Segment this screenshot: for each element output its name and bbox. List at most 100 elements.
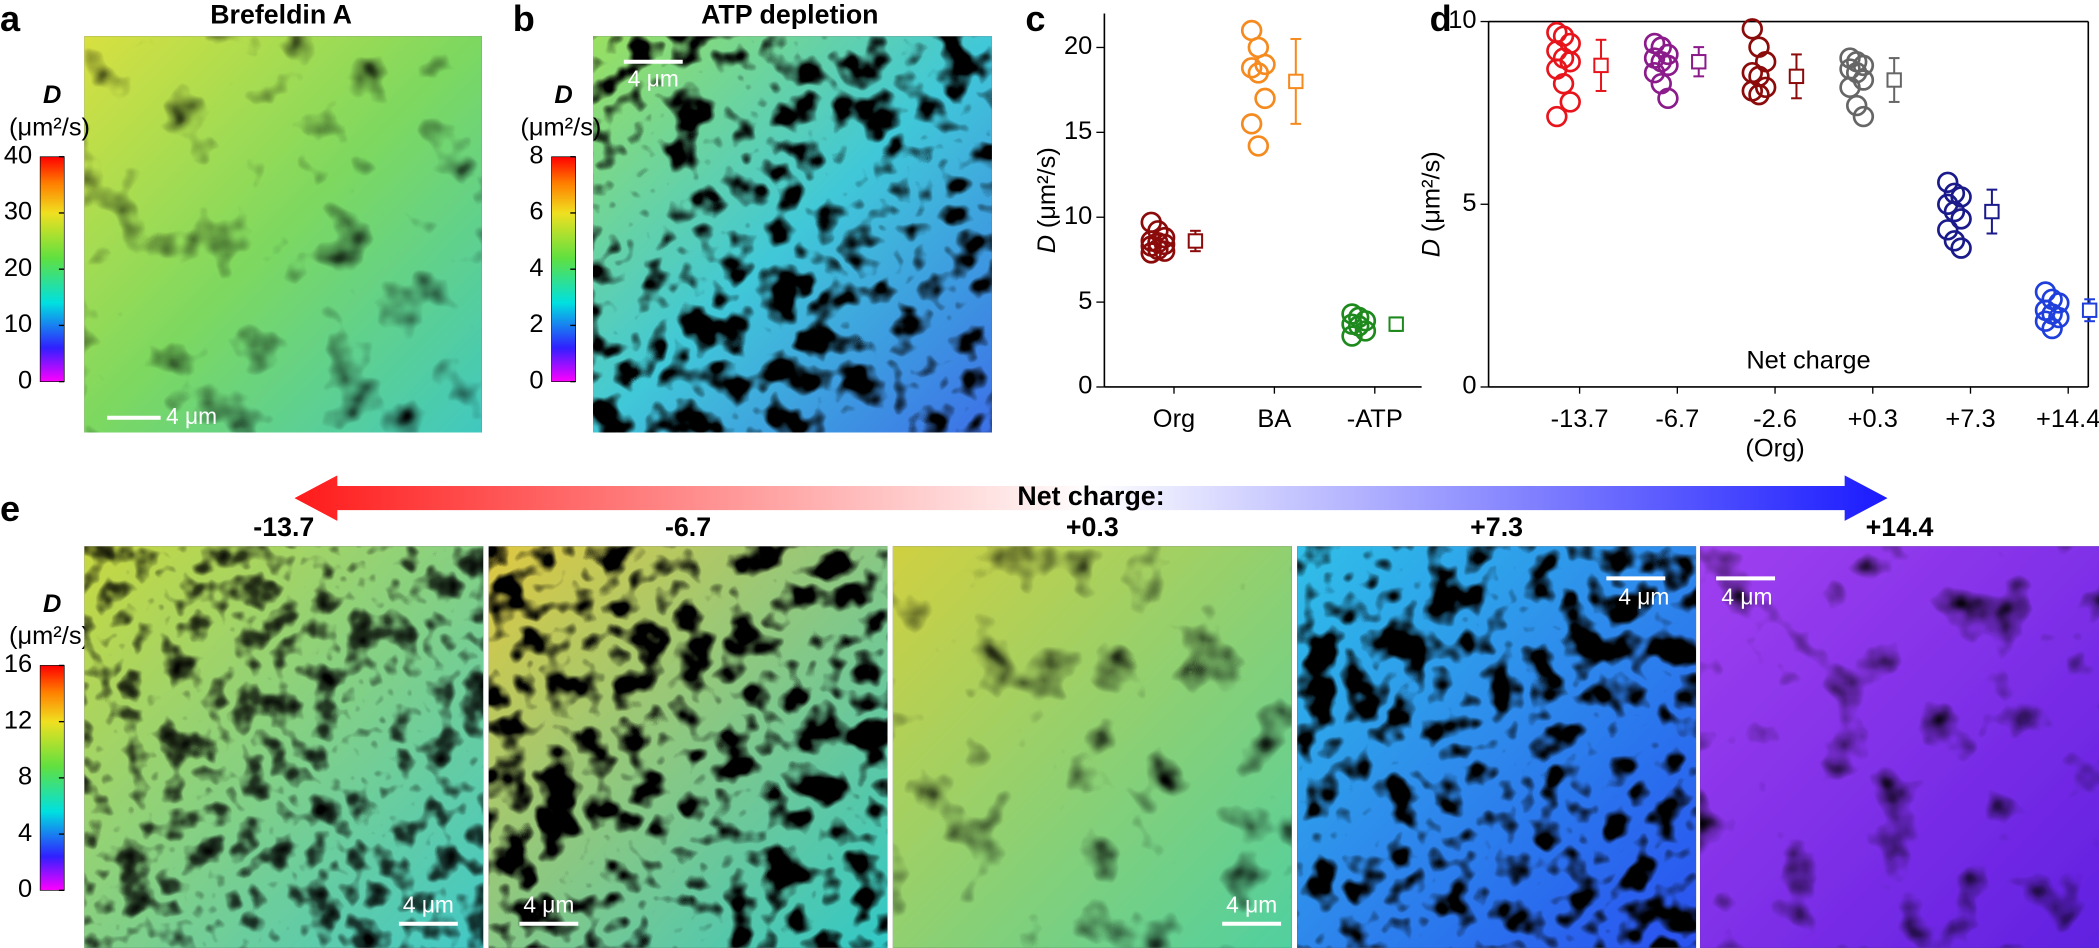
panel-letter: c: [1025, 0, 1045, 39]
scale-bar-label: 4 μm: [1226, 891, 1277, 917]
panel-letter: b: [513, 0, 535, 39]
x-tick-label: Org: [1153, 405, 1195, 433]
x-tick-label: +14.4: [2036, 405, 2099, 433]
mean-marker: [1288, 73, 1304, 90]
x-axis-label: Net charge: [1746, 346, 1870, 374]
micrograph: [84, 546, 484, 948]
y-label-symbol: D: [1417, 239, 1445, 257]
charge-arrow: [294, 475, 1888, 521]
panel-letter: a: [0, 0, 21, 39]
data-point: [1839, 76, 1861, 99]
data-point: [1247, 135, 1270, 157]
mean-marker: [1788, 68, 1805, 85]
y-tick-label: 10: [1448, 6, 1476, 34]
y-axis-label: D (μm²/s): [1417, 151, 1445, 257]
data-point: [1153, 240, 1176, 262]
arrow-label: Net charge:: [1017, 481, 1164, 511]
colorbar-tick-label: 20: [4, 254, 32, 282]
data-point: [1552, 72, 1575, 95]
x-tick-label: BA: [1257, 405, 1291, 433]
y-label-unit: (μm²/s): [1033, 147, 1061, 228]
y-label-unit: (μm²/s): [1417, 151, 1445, 232]
micrograph: [1297, 546, 1697, 948]
data-point: [1140, 242, 1162, 264]
colorbar-tick-label: 4: [529, 254, 543, 282]
panel-letter: d: [1430, 0, 1452, 39]
scale-bar-label: 4 μm: [523, 891, 574, 917]
mean-marker: [1187, 233, 1204, 249]
colorbar-symbol: D: [554, 81, 572, 109]
x-tick-label: -13.7: [1551, 405, 1609, 433]
x-tick-label: +7.3: [1945, 405, 1995, 433]
y-label-symbol: D: [1033, 235, 1061, 253]
data-point: [1354, 310, 1377, 332]
colorbar-tick-label: 16: [4, 650, 32, 678]
data-point: [1643, 61, 1666, 84]
mean-marker: [1984, 203, 2000, 220]
colorbar-tick-label: 12: [4, 706, 32, 734]
scale-bar-label: 4 μm: [1618, 584, 1669, 610]
colorbar-tick-label: 8: [529, 141, 543, 169]
colorbar-tick-label: 0: [18, 366, 32, 394]
data-point: [1657, 87, 1679, 109]
colorbar-tick-label: 2: [529, 310, 543, 338]
data-point: [1937, 219, 1959, 241]
mean-marker: [1691, 54, 1707, 70]
scale-bar-label: 4 μm: [628, 65, 679, 91]
colorbar-tick-label: 6: [529, 198, 543, 226]
data-point: [1852, 54, 1875, 77]
data-point: [1754, 76, 1777, 99]
y-tick-label: 15: [1064, 117, 1092, 145]
data-point: [1341, 325, 1363, 347]
micrograph: [1700, 546, 2099, 948]
data-point: [1354, 320, 1377, 342]
data-point: [1546, 105, 1568, 128]
data-point: [1845, 94, 1868, 117]
data-point: [1254, 87, 1276, 110]
panel-title: ATP depletion: [701, 0, 878, 29]
micrograph: [593, 36, 992, 433]
x-tick-label: -2.6: [1753, 405, 1797, 433]
colorbar-tick-label: 8: [18, 763, 32, 791]
data-point: [2041, 317, 2063, 340]
colorbar-tick-label: 0: [529, 366, 543, 394]
colorbar-unit: (μm²/s): [9, 113, 90, 141]
data-point: [1240, 113, 1263, 135]
colorbar-tick-label: 10: [4, 310, 32, 338]
scale-bar-label: 4 μm: [403, 891, 454, 917]
mean-marker: [1593, 57, 1609, 74]
mean-marker: [2081, 302, 2098, 318]
colorbar-unit: (μm²/s): [520, 113, 601, 141]
colorbar-tick-label: 30: [4, 198, 32, 226]
data-point: [1559, 91, 1581, 113]
x-tick-label: -ATP: [1347, 405, 1403, 433]
scale-bar-label: 4 μm: [1721, 584, 1772, 610]
charge-label: +0.3: [1066, 512, 1119, 542]
data-point: [1943, 200, 1966, 223]
colorbar-tick-label: 0: [18, 875, 32, 903]
data-point: [1943, 230, 1966, 252]
colorbar-symbol: D: [43, 81, 61, 109]
data-point: [1950, 237, 1972, 259]
y-tick-label: 0: [1078, 372, 1092, 400]
charge-label: +14.4: [1866, 512, 1934, 542]
scale-bar-label: 4 μm: [166, 403, 217, 429]
micrograph: [84, 36, 482, 433]
mean-marker: [1886, 72, 1902, 88]
colorbar-tick-label: 4: [18, 819, 32, 847]
panel-title: Brefeldin A: [210, 0, 352, 29]
mean-marker: [1388, 316, 1404, 332]
micrograph: [488, 546, 888, 948]
y-tick-label: 5: [1462, 189, 1476, 217]
data-point: [2048, 306, 2070, 329]
data-point: [1937, 193, 1959, 215]
data-point: [1657, 43, 1679, 66]
y-tick-label: 5: [1078, 287, 1092, 315]
panel-letter: e: [0, 488, 20, 529]
colorbar-symbol: D: [43, 590, 61, 618]
charge-label: -13.7: [253, 512, 314, 542]
charge-label: +7.3: [1470, 512, 1523, 542]
y-tick-label: 0: [1462, 372, 1476, 400]
data-point: [1240, 57, 1263, 79]
data-point: [1650, 36, 1672, 58]
